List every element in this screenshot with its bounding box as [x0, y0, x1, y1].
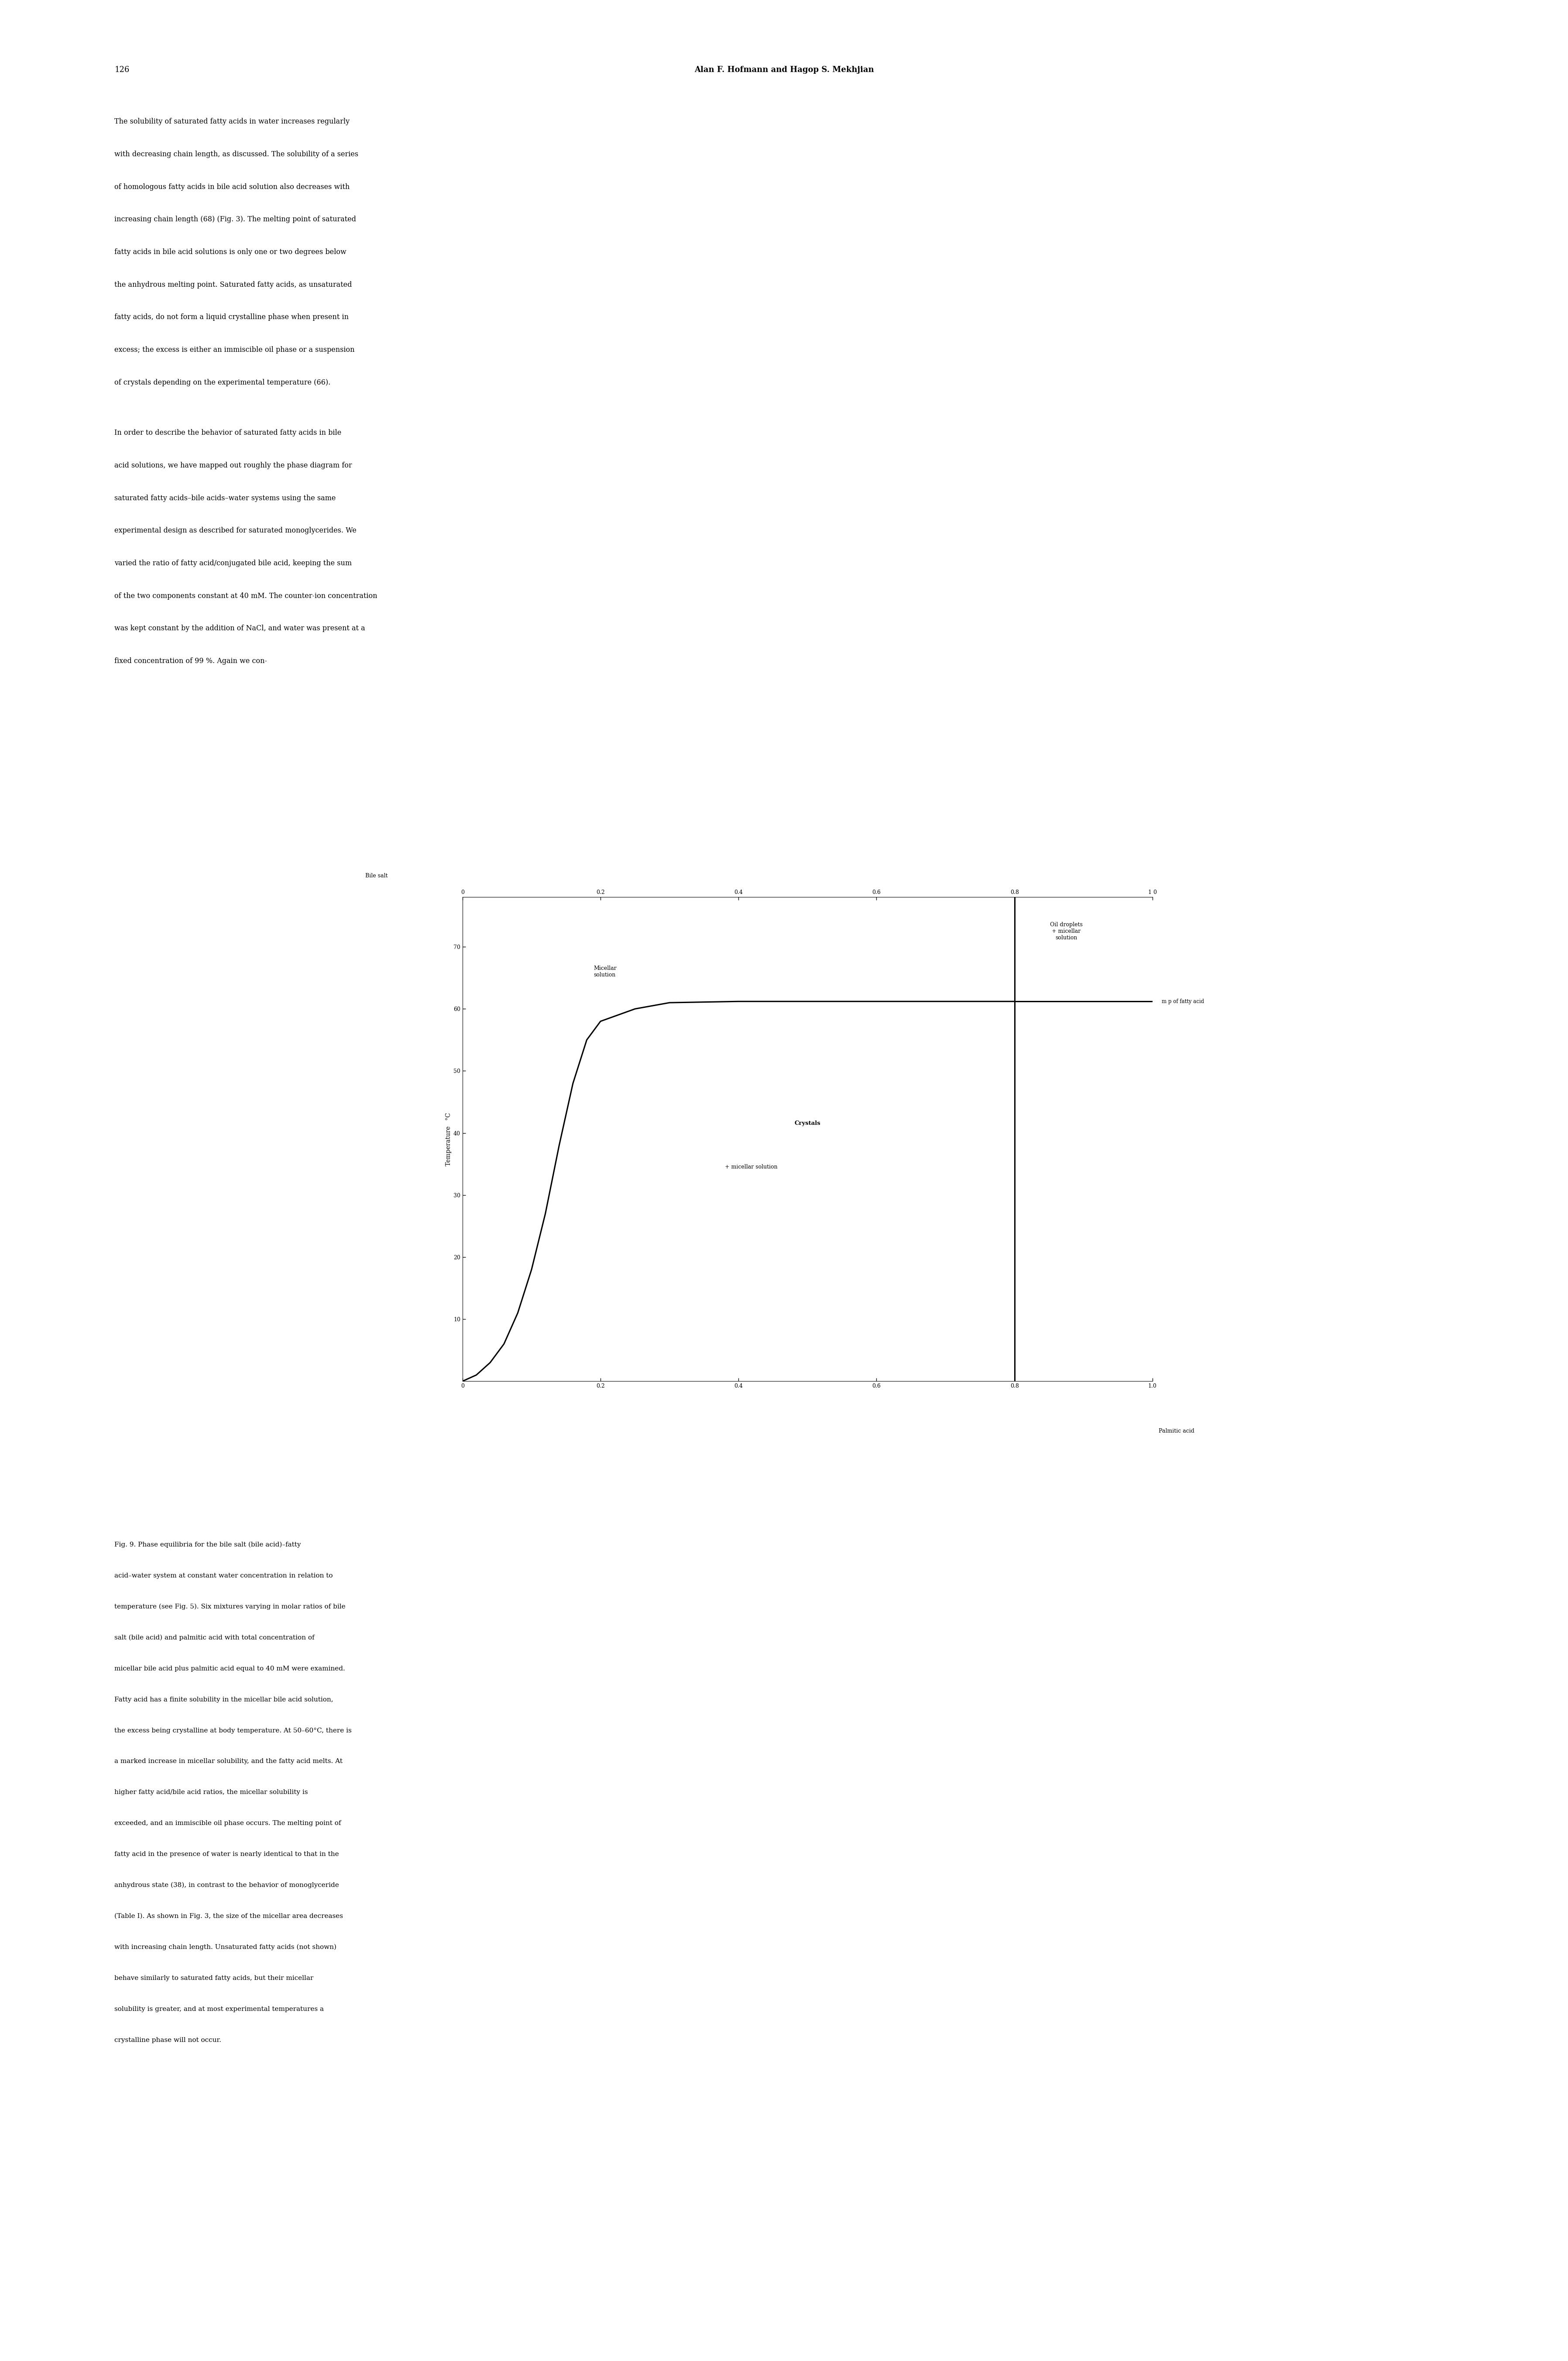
Text: was kept constant by the addition of NaCl, and water was present at a: was kept constant by the addition of NaC… — [114, 626, 365, 633]
Text: the anhydrous melting point. Saturated fatty acids, as unsaturated: the anhydrous melting point. Saturated f… — [114, 281, 353, 288]
Text: salt (bile acid) and palmitic acid with total concentration of: salt (bile acid) and palmitic acid with … — [114, 1634, 315, 1641]
Text: acid solutions, we have mapped out roughly the phase diagram for: acid solutions, we have mapped out rough… — [114, 463, 353, 470]
Text: varied the ratio of fatty acid/conjugated bile acid, keeping the sum: varied the ratio of fatty acid/conjugate… — [114, 560, 351, 567]
Text: Fatty acid has a finite solubility in the micellar bile acid solution,: Fatty acid has a finite solubility in th… — [114, 1698, 334, 1702]
Text: Alan F. Hofmann and Hagop S. Mekhjian: Alan F. Hofmann and Hagop S. Mekhjian — [695, 66, 873, 73]
Y-axis label: Temperature   °C: Temperature °C — [445, 1112, 452, 1166]
Text: Bile salt: Bile salt — [365, 874, 387, 878]
Text: anhydrous state (38), in contrast to the behavior of monoglyceride: anhydrous state (38), in contrast to the… — [114, 1882, 339, 1889]
Text: fatty acids in bile acid solutions is only one or two degrees below: fatty acids in bile acid solutions is on… — [114, 248, 347, 255]
Text: the excess being crystalline at body temperature. At 50–60°C, there is: the excess being crystalline at body tem… — [114, 1728, 351, 1733]
Text: experimental design as described for saturated monoglycerides. We: experimental design as described for sat… — [114, 527, 356, 534]
Text: with increasing chain length. Unsaturated fatty acids (not shown): with increasing chain length. Unsaturate… — [114, 1943, 337, 1950]
Text: with decreasing chain length, as discussed. The solubility of a series: with decreasing chain length, as discuss… — [114, 151, 359, 158]
Text: micellar bile acid plus palmitic acid equal to 40 mM were examined.: micellar bile acid plus palmitic acid eq… — [114, 1665, 345, 1672]
Text: The solubility of saturated fatty acids in water increases regularly: The solubility of saturated fatty acids … — [114, 118, 350, 125]
Text: + micellar solution: + micellar solution — [724, 1164, 778, 1169]
Text: of homologous fatty acids in bile acid solution also decreases with: of homologous fatty acids in bile acid s… — [114, 184, 350, 191]
Text: In order to describe the behavior of saturated fatty acids in bile: In order to describe the behavior of sat… — [114, 430, 342, 437]
Text: increasing chain length (68) (Fig. 3). The melting point of saturated: increasing chain length (68) (Fig. 3). T… — [114, 215, 356, 224]
Text: saturated fatty acids–bile acids–water systems using the same: saturated fatty acids–bile acids–water s… — [114, 493, 336, 503]
Text: (Table I). As shown in Fig. 3, the size of the micellar area decreases: (Table I). As shown in Fig. 3, the size … — [114, 1912, 343, 1919]
Text: crystalline phase will not occur.: crystalline phase will not occur. — [114, 2038, 221, 2042]
Text: excess; the excess is either an immiscible oil phase or a suspension: excess; the excess is either an immiscib… — [114, 347, 354, 354]
Text: Fig. 9. Phase equilibria for the bile salt (bile acid)–fatty: Fig. 9. Phase equilibria for the bile sa… — [114, 1542, 301, 1549]
Text: fatty acids, do not form a liquid crystalline phase when present in: fatty acids, do not form a liquid crysta… — [114, 314, 348, 321]
Text: Micellar
solution: Micellar solution — [594, 966, 616, 977]
Text: Palmitic acid: Palmitic acid — [1159, 1428, 1195, 1433]
Text: solubility is greater, and at most experimental temperatures a: solubility is greater, and at most exper… — [114, 2007, 325, 2012]
Text: of the two components constant at 40 mM. The counter-ion concentration: of the two components constant at 40 mM.… — [114, 593, 378, 600]
Text: m p of fatty acid: m p of fatty acid — [1162, 999, 1204, 1003]
Text: fixed concentration of 99 %. Again we con-: fixed concentration of 99 %. Again we co… — [114, 656, 267, 666]
Text: Oil droplets
+ micellar
solution: Oil droplets + micellar solution — [1051, 923, 1082, 940]
Text: fatty acid in the presence of water is nearly identical to that in the: fatty acid in the presence of water is n… — [114, 1851, 339, 1858]
Text: of crystals depending on the experimental temperature (66).: of crystals depending on the experimenta… — [114, 378, 331, 387]
Text: a marked increase in micellar solubility, and the fatty acid melts. At: a marked increase in micellar solubility… — [114, 1759, 343, 1764]
Text: behave similarly to saturated fatty acids, but their micellar: behave similarly to saturated fatty acid… — [114, 1976, 314, 1981]
Text: temperature (see Fig. 5). Six mixtures varying in molar ratios of bile: temperature (see Fig. 5). Six mixtures v… — [114, 1603, 345, 1610]
Text: acid–water system at constant water concentration in relation to: acid–water system at constant water conc… — [114, 1572, 332, 1580]
Text: exceeded, and an immiscible oil phase occurs. The melting point of: exceeded, and an immiscible oil phase oc… — [114, 1820, 342, 1827]
Text: higher fatty acid/bile acid ratios, the micellar solubility is: higher fatty acid/bile acid ratios, the … — [114, 1790, 307, 1794]
Text: 126: 126 — [114, 66, 130, 73]
Text: Crystals: Crystals — [795, 1121, 820, 1126]
